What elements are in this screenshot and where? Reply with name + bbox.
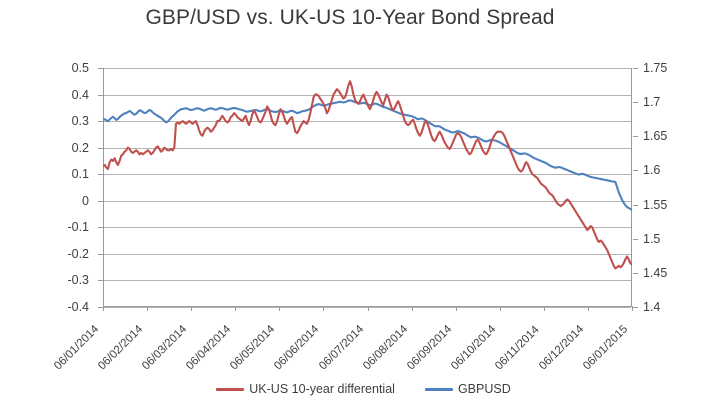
gridline [104,94,631,96]
x-axis-tick-mark [543,306,545,311]
x-axis-tick-mark [455,306,457,311]
x-axis-tick-label: 06/06/2014 [272,323,322,373]
gridline [104,174,631,176]
right-axis-tick-mark [633,102,638,104]
right-axis-tick-label: 1.7 [643,95,661,110]
left-axis-tick-mark [98,174,103,176]
right-axis-tick-mark [633,170,638,172]
left-axis-tick-mark [98,280,103,282]
left-axis-tick-label: 0.3 [71,114,89,129]
left-axis-tick-mark [98,307,103,308]
left-axis-tick-label: 0.4 [71,87,89,102]
gridline [104,227,631,229]
right-axis-tick-mark [633,68,638,69]
x-axis-tick-label: 06/03/2014 [140,323,190,373]
gridline [104,200,631,202]
left-axis-tick-label: 0.5 [71,61,89,75]
x-axis-tick-label: 06/08/2014 [360,323,410,373]
right-axis-tick-label: 1.55 [643,197,668,212]
left-axis-tick-label: -0.2 [67,246,89,261]
left-axis-tick-label: -0.3 [67,273,89,288]
left-axis-tick-label: -0.1 [67,220,89,235]
x-axis-tick-label: 06/04/2014 [184,323,234,373]
x-axis-tick-label: 06/11/2014 [492,323,542,373]
x-axis-tick-mark [235,306,237,311]
right-axis-tick-mark [633,272,638,274]
right-axis-tick-mark [633,238,638,240]
right-axis-tick-label: 1.6 [643,163,661,178]
legend-color-swatch [424,387,453,391]
gridline [104,280,631,282]
left-axis-tick-mark [98,94,103,96]
right-axis-tick-mark [633,204,638,206]
right-axis-tick-label: 1.4 [643,300,661,314]
x-axis-tick-label: 06/02/2014 [96,323,146,373]
left-axis-tick-label: 0 [82,193,89,208]
left-axis-tick-label: 0.2 [71,140,89,155]
x-axis-tick-label: 06/07/2014 [316,323,366,373]
legend-color-swatch [216,387,245,391]
legend-label: UK-US 10-year differential [249,382,395,396]
right-axis-tick-label: 1.65 [643,129,668,144]
gridline [104,147,631,149]
x-axis-tick-label: 06/12/2014 [536,323,587,373]
series-line-differential [103,80,632,270]
gridline [104,121,631,123]
legend-label: GBPUSD [457,382,511,396]
x-axis-tick-label: 06/01/2014 [52,323,102,373]
legend-entry[interactable]: UK-US 10-year differential [216,382,395,396]
x-axis-tick-mark [191,306,193,311]
right-axis-tick-label: 1.5 [643,231,661,246]
x-axis-tick-mark [147,306,149,311]
left-axis-tick-label: -0.4 [67,300,89,314]
right-axis-tick-mark [633,307,638,308]
gridline [104,68,631,69]
left-axis-tick-mark [98,147,103,149]
left-axis-tick-mark [98,227,103,229]
left-axis-tick-mark [98,121,103,123]
x-axis-tick-mark [279,306,281,311]
x-axis-tick-mark [587,306,589,311]
left-axis-tick-mark [98,200,103,202]
right-axis-tick-label: 1.75 [643,61,668,75]
left-axis-tick-mark [98,68,103,69]
x-axis-tick-mark [499,306,501,311]
x-axis-tick-label: 06/01/2015 [581,323,631,373]
series-layer [103,80,632,270]
x-axis-tick-mark [411,306,413,311]
right-axis-tick-label: 1.45 [643,265,668,280]
x-axis-tick-mark [323,306,325,311]
gridline [104,253,631,255]
left-axis-tick-mark [98,253,103,255]
x-axis-tick-label: 06/09/2014 [404,323,454,373]
x-axis-tick-mark [103,306,104,311]
chart-title: GBP/USD vs. UK-US 10-Year Bond Spread [145,6,555,29]
x-axis-tick-label: 06/10/2014 [448,323,499,373]
x-axis-tick-label: 06/05/2014 [228,323,278,373]
chart-legend: UK-US 10-year differential GBPUSD [0,382,727,396]
x-axis-tick-mark [367,306,369,311]
x-axis-tick-mark [632,306,633,311]
right-axis-tick-mark [633,136,638,138]
series-line-gbpusd [103,99,632,212]
legend-entry[interactable]: GBPUSD [424,382,511,396]
left-axis-tick-label: 0.1 [71,167,89,182]
